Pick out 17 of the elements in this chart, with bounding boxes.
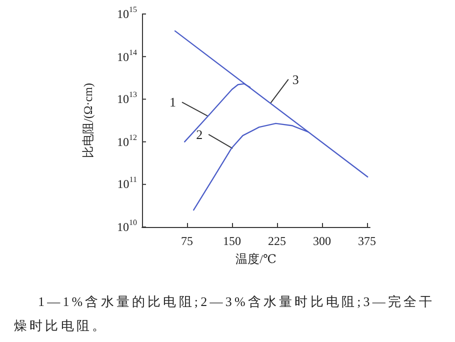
y-axis-title: 比电阻/(Ω·cm) — [81, 83, 95, 158]
annotation: 1 — [170, 94, 176, 110]
x-tick-label: 300 — [313, 234, 331, 248]
x-tick-label: 75 — [181, 234, 193, 248]
annotation: 2 — [196, 126, 203, 142]
x-tick-label: 150 — [223, 234, 241, 248]
text: 1—1%含水量的比电阻;2—3%含水量时比电阻;3—完全干燥时比电阻。 — [14, 293, 436, 335]
x-axis-title: 温度/℃ — [236, 252, 276, 266]
x-tick-label: 225 — [268, 234, 286, 248]
annotation: 3 — [292, 72, 299, 87]
y-tick-label: 10$^{11}$ — [117, 175, 137, 192]
x-tick-label: 375 — [358, 234, 376, 248]
y-tick-label: 10$^{12}$ — [117, 132, 137, 149]
y-tick-label: 10$^{13}$ — [117, 90, 137, 106]
y-tick-label: 10$^{10}$ — [117, 218, 137, 234]
y-tick-label: 10$^{15}$ — [117, 5, 137, 21]
y-tick-label: 10$^{14}$ — [117, 48, 137, 64]
